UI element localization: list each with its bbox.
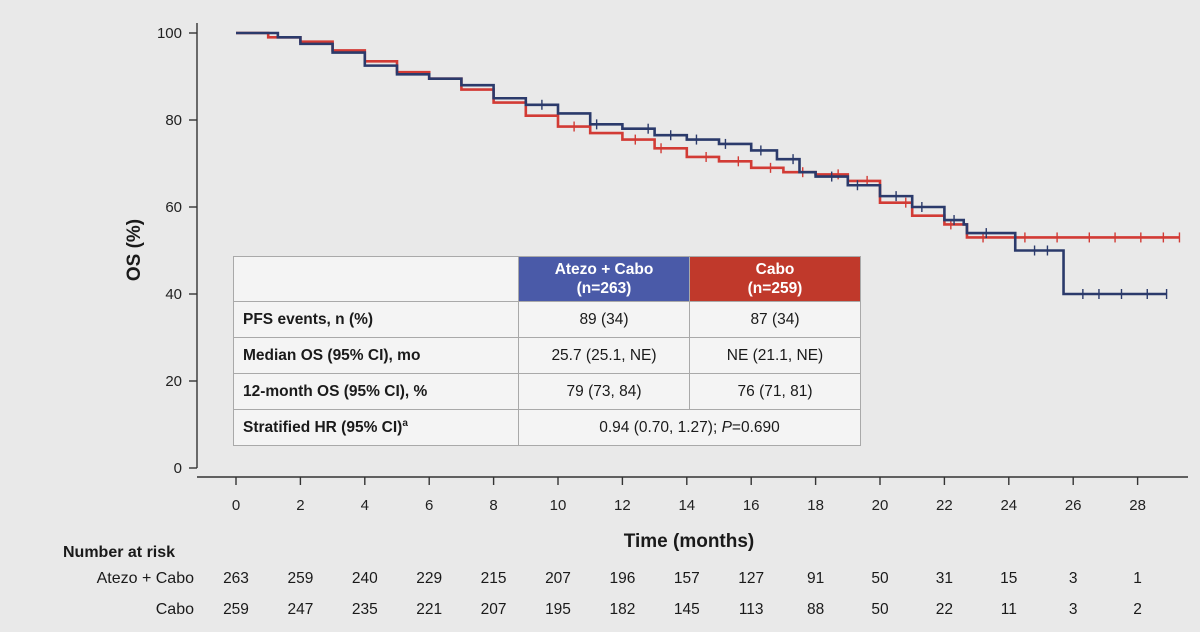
x-tick-label: 20: [872, 497, 889, 514]
x-tick-label: 22: [936, 497, 953, 514]
risk-count: 31: [935, 570, 954, 587]
y-tick-label: 40: [165, 286, 182, 303]
risk-count: 221: [416, 601, 443, 618]
arm2-name: Cabo: [755, 261, 795, 278]
risk-count: 195: [545, 601, 571, 618]
hr-footnote-mark: a: [402, 417, 408, 429]
summary-table: Atezo + Cabo (n=263) Cabo (n=259) PFS ev…: [233, 256, 861, 446]
arm2-value: 76 (71, 81): [689, 373, 861, 410]
arm2-value: 87 (34): [689, 301, 861, 338]
table-row-hr: Stratified HR (95% CI)a 0.94 (0.70, 1.27…: [233, 409, 861, 446]
x-tick-label: 14: [678, 497, 695, 514]
risk-count: 235: [351, 601, 378, 618]
table-corner-cell: [233, 256, 519, 302]
arm2-value: NE (21.1, NE): [689, 337, 861, 374]
risk-count: 145: [673, 601, 700, 618]
y-tick-label: 20: [165, 373, 182, 390]
row-label: PFS events, n (%): [233, 301, 519, 338]
curve-atezo-cabo: [236, 31, 1167, 296]
x-tick-label: 26: [1065, 497, 1082, 514]
risk-count: 113: [738, 601, 764, 618]
arm1-name: Atezo + Cabo: [554, 261, 654, 278]
risk-count: 207: [545, 570, 571, 587]
y-axis-title: OS (%): [124, 219, 145, 281]
row-label: 12-month OS (95% CI), %: [233, 373, 519, 410]
risk-count: 1: [1133, 570, 1142, 587]
risk-count: 229: [416, 570, 443, 587]
arm1-value: 79 (73, 84): [518, 373, 690, 410]
risk-count: 182: [609, 601, 636, 618]
risk-count: 22: [935, 601, 954, 618]
y-tick-label: 60: [165, 199, 182, 216]
y-tick-label: 0: [174, 460, 182, 477]
risk-count: 247: [287, 601, 314, 618]
arm1-header: Atezo + Cabo (n=263): [518, 256, 690, 302]
x-tick-label: 16: [743, 497, 760, 514]
curve-cabo: [236, 31, 1180, 239]
y-tick-label: 100: [157, 25, 182, 42]
table-header-row: Atezo + Cabo (n=263) Cabo (n=259): [233, 256, 861, 302]
risk-count: 215: [480, 570, 507, 587]
survival-curves: [236, 31, 1181, 299]
hr-value: 0.94 (0.70, 1.27); P=0.690: [518, 409, 861, 446]
risk-count: 2: [1133, 601, 1142, 618]
arm1-value: 25.7 (25.1, NE): [518, 337, 690, 374]
x-tick-label: 8: [489, 497, 497, 514]
risk-count: 3: [1068, 601, 1078, 618]
arm1-n: (n=263): [576, 280, 632, 297]
risk-count: 15: [1000, 570, 1018, 587]
number-at-risk: Number at risk Atezo + Cabo 263 259 240 229 2…: [0, 540, 1200, 632]
risk-count: 259: [287, 570, 314, 587]
risk-row-label: Atezo + Cabo: [96, 570, 194, 587]
x-tick-label: 6: [425, 497, 433, 514]
hr-value-text: 0.94 (0.70, 1.27);: [599, 418, 722, 436]
risk-row-label: Cabo: [155, 601, 194, 618]
x-tick-label: 24: [1000, 497, 1017, 514]
risk-count: 88: [806, 601, 825, 618]
x-axis-title: Time (months): [624, 531, 755, 552]
risk-count: 11: [1000, 601, 1017, 618]
x-tick-label: 2: [296, 497, 304, 514]
risk-count: 259: [223, 601, 249, 618]
arm2-header: Cabo (n=259): [689, 256, 861, 302]
row-label: Median OS (95% CI), mo: [233, 337, 519, 374]
number-at-risk-title: Number at risk: [63, 544, 176, 561]
x-tick-label: 4: [361, 497, 369, 514]
arm2-n: (n=259): [747, 280, 803, 297]
x-tick-label: 0: [232, 497, 240, 514]
hr-p-value: =0.690: [731, 418, 780, 436]
risk-count: 50: [871, 601, 889, 618]
risk-count: 207: [480, 601, 507, 618]
risk-count: 50: [871, 570, 889, 587]
x-tick-label: 18: [807, 497, 824, 514]
arm1-value: 89 (34): [518, 301, 690, 338]
hr-label: Stratified HR (95% CI)a: [233, 409, 519, 446]
risk-count: 240: [351, 570, 378, 587]
risk-count: 196: [609, 570, 636, 587]
risk-count: 157: [673, 570, 700, 587]
x-tick-label: 12: [614, 497, 631, 514]
y-tick-label: 80: [165, 112, 182, 129]
table-row: PFS events, n (%) 89 (34) 87 (34): [233, 301, 861, 338]
risk-count: 3: [1068, 570, 1078, 587]
risk-count: 263: [223, 570, 249, 587]
table-row: Median OS (95% CI), mo 25.7 (25.1, NE) N…: [233, 337, 861, 374]
x-tick-label: 10: [550, 497, 567, 514]
risk-count: 127: [738, 570, 765, 587]
x-tick-label: 28: [1129, 497, 1146, 514]
hr-label-text: Stratified HR (95% CI): [243, 419, 403, 437]
table-row: 12-month OS (95% CI), % 79 (73, 84) 76 (…: [233, 373, 861, 410]
risk-count: 91: [806, 570, 825, 587]
hr-p-symbol: P: [721, 418, 732, 436]
